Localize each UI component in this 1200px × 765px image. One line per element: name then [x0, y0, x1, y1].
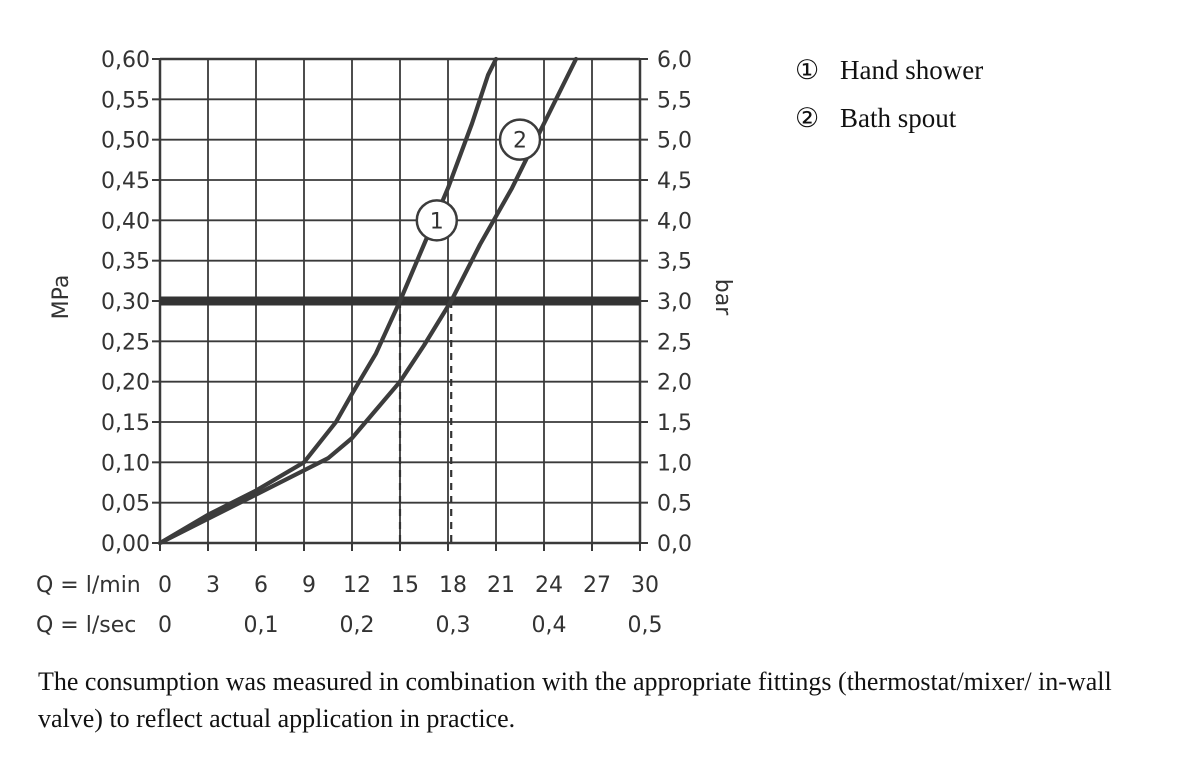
- x-tick-label-lmin: 30: [631, 573, 659, 598]
- y-right-tick-label: 1,5: [657, 411, 692, 436]
- x-axis-label-lsec: Q = l/sec: [36, 613, 136, 638]
- y-left-tick-label: 0,45: [101, 169, 150, 194]
- y-left-tick-label: 0,35: [101, 250, 150, 275]
- y-right-tick-label: 1,0: [657, 451, 692, 476]
- legend-marker-1: ①: [795, 55, 819, 85]
- y-left-tick-label: 0,20: [101, 371, 150, 396]
- y-right-axis-title: bar: [710, 279, 735, 316]
- x-tick-label-lmin: 3: [206, 573, 220, 598]
- y-right-tick-label: 5,5: [657, 88, 692, 113]
- y-right-tick-label: 0,5: [657, 492, 692, 517]
- x-ticks: 0 3 6 9 12 15 18 21 24 27 30 0 0,1 0,2 0,3 0,4 0,5: [158, 573, 663, 638]
- y-right-tick-label: 0,0: [657, 532, 692, 557]
- x-tick-label-lsec: 0,4: [532, 613, 567, 638]
- x-tick-label-lmin: 24: [535, 573, 563, 598]
- x-tick-label-lsec: 0: [158, 613, 172, 638]
- y-right-ticks: 0,0 0,5 1,0 1,5 2,0 2,5 3,0 3,5 4,0 4,5 5,0 5,5 6,0: [657, 48, 692, 557]
- y-left-tick-label: 0,05: [101, 492, 150, 517]
- x-tick-label-lmin: 15: [391, 573, 419, 598]
- x-tick-label-lmin: 9: [302, 573, 316, 598]
- y-right-tick-label: 4,5: [657, 169, 692, 194]
- y-right-tick-label: 5,0: [657, 129, 692, 154]
- legend: ① Hand shower ② Bath spout: [795, 55, 983, 133]
- y-left-tick-label: 0,40: [101, 209, 150, 234]
- series-lines: [157, 56, 640, 546]
- y-right-tick-label: 6,0: [657, 48, 692, 73]
- x-tick-label-lmin: 21: [487, 573, 515, 598]
- y-right-tick-label: 2,0: [657, 371, 692, 396]
- y-left-tick-label: 0,50: [101, 129, 150, 154]
- series-markers: 12: [415, 118, 542, 242]
- y-right-tick-label: 3,5: [657, 250, 692, 275]
- x-tick-label-lsec: 0,5: [628, 613, 663, 638]
- y-right-tick-label: 2,5: [657, 330, 692, 355]
- x-tick-label-lmin: 6: [254, 573, 268, 598]
- series-marker-circle-2: [498, 118, 542, 161]
- x-tick-label-lsec: 0,1: [244, 613, 279, 638]
- series-line-1: [157, 56, 499, 546]
- y-left-tick-label: 0,55: [101, 88, 150, 113]
- x-tick-label-lmin: 18: [439, 573, 467, 598]
- series-line-2: [157, 56, 579, 546]
- x-tick-label-lsec: 0,3: [436, 613, 471, 638]
- y-left-tick-label: 0,60: [101, 48, 150, 73]
- y-right-tick-label: 4,0: [657, 209, 692, 234]
- y-left-tick-label: 0,30: [101, 290, 150, 315]
- x-tick-label-lmin: 0: [158, 573, 172, 598]
- legend-label-bath-spout: Bath spout: [840, 103, 957, 133]
- y-left-ticks: 0,00 0,05 0,10 0,15 0,20 0,25 0,30 0,35 0,40 0,45…: [101, 48, 150, 557]
- x-tick-label-lmin: 12: [343, 573, 371, 598]
- series-marker-label-1: 1: [430, 209, 444, 234]
- chart-note: The consumption was measured in combinat…: [38, 667, 1112, 733]
- y-left-tick-label: 0,25: [101, 330, 150, 355]
- x-tick-label-lmin: 27: [583, 573, 611, 598]
- y-left-tick-label: 0,10: [101, 451, 150, 476]
- y-right-tick-label: 3,0: [657, 290, 692, 315]
- y-left-tick-label: 0,15: [101, 411, 150, 436]
- y-left-axis-title: MPa: [49, 275, 74, 320]
- x-tick-label-lsec: 0,2: [340, 613, 375, 638]
- y-left-tick-label: 0,00: [101, 532, 150, 557]
- legend-label-hand-shower: Hand shower: [840, 55, 983, 85]
- series-marker-label-2: 2: [513, 129, 527, 154]
- series-marker-circle-1: [415, 199, 459, 242]
- legend-marker-2: ②: [795, 103, 819, 133]
- x-axis-label-lmin: Q = l/min: [36, 573, 141, 598]
